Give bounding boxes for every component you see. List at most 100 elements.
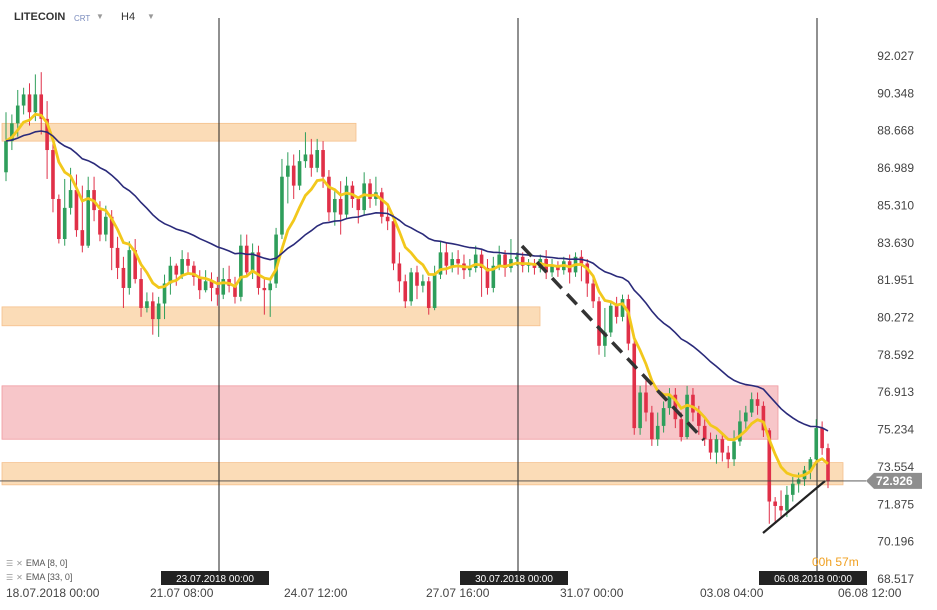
menu-icon[interactable]: ☰ xyxy=(6,573,14,582)
candle[interactable] xyxy=(10,123,14,142)
candle[interactable] xyxy=(192,265,196,277)
candle[interactable] xyxy=(438,252,443,275)
candle[interactable] xyxy=(409,272,413,302)
candle[interactable] xyxy=(233,285,237,297)
candle[interactable] xyxy=(644,392,648,413)
candle[interactable] xyxy=(503,254,507,268)
candle[interactable] xyxy=(250,252,255,273)
candle[interactable] xyxy=(591,283,595,302)
candle[interactable] xyxy=(262,287,267,291)
candle[interactable] xyxy=(327,176,331,213)
candle[interactable] xyxy=(691,394,695,413)
chevron-down-icon[interactable]: ▼ xyxy=(96,12,104,21)
candle[interactable] xyxy=(626,299,631,344)
candle[interactable] xyxy=(162,283,167,304)
candle[interactable] xyxy=(121,267,126,288)
candle[interactable] xyxy=(426,281,431,308)
candle[interactable] xyxy=(379,192,384,217)
support-zone[interactable] xyxy=(1,462,844,486)
candle[interactable] xyxy=(309,154,314,168)
candle[interactable] xyxy=(168,265,173,284)
candle[interactable] xyxy=(203,281,208,291)
candle[interactable] xyxy=(133,250,137,280)
candle[interactable] xyxy=(556,265,560,271)
candle[interactable] xyxy=(468,267,472,271)
candle[interactable] xyxy=(655,425,660,440)
candle[interactable] xyxy=(315,150,319,168)
candle[interactable] xyxy=(21,94,26,106)
candle[interactable] xyxy=(350,185,355,199)
candle[interactable] xyxy=(479,254,484,268)
close-icon[interactable]: ✕ xyxy=(16,559,23,568)
candle[interactable] xyxy=(755,399,760,406)
instrument-type[interactable]: CRT xyxy=(74,14,91,23)
candle[interactable] xyxy=(139,279,143,308)
candle[interactable] xyxy=(608,305,613,333)
candle[interactable] xyxy=(620,299,625,317)
candle[interactable] xyxy=(109,216,114,248)
candle[interactable] xyxy=(368,183,372,199)
candle[interactable] xyxy=(550,265,554,273)
candle[interactable] xyxy=(244,245,249,273)
candle[interactable] xyxy=(239,245,243,297)
candle[interactable] xyxy=(180,259,184,275)
candle[interactable] xyxy=(714,439,719,453)
candle[interactable] xyxy=(456,259,460,264)
candle[interactable] xyxy=(444,252,449,266)
candle[interactable] xyxy=(197,276,202,291)
candle[interactable] xyxy=(291,165,296,186)
candle[interactable] xyxy=(344,185,349,215)
candle[interactable] xyxy=(256,252,261,288)
candle[interactable] xyxy=(726,452,730,460)
candle[interactable] xyxy=(432,274,437,308)
candle[interactable] xyxy=(57,198,61,240)
candle[interactable] xyxy=(679,419,684,438)
candle[interactable] xyxy=(597,301,601,346)
candle[interactable] xyxy=(638,392,642,429)
candle[interactable] xyxy=(632,343,637,429)
candle[interactable] xyxy=(520,256,525,266)
candle[interactable] xyxy=(62,207,67,240)
candle[interactable] xyxy=(145,301,149,308)
candle[interactable] xyxy=(338,198,343,215)
candle[interactable] xyxy=(515,256,519,260)
menu-icon[interactable]: ☰ xyxy=(6,559,14,568)
candle[interactable] xyxy=(473,254,478,268)
candle[interactable] xyxy=(421,281,425,286)
candle[interactable] xyxy=(4,141,8,173)
candle[interactable] xyxy=(702,425,707,440)
resistance-zone[interactable] xyxy=(1,385,779,440)
candle[interactable] xyxy=(485,267,490,288)
timeframe-selector[interactable]: H4 xyxy=(121,11,136,23)
close-icon[interactable]: ✕ xyxy=(16,573,23,582)
candle[interactable] xyxy=(86,190,91,246)
candle[interactable] xyxy=(491,265,496,288)
candle[interactable] xyxy=(356,198,361,211)
candle[interactable] xyxy=(332,198,337,213)
candle[interactable] xyxy=(808,459,813,471)
candle[interactable] xyxy=(796,479,801,484)
candle[interactable] xyxy=(156,303,161,320)
downtrend-dashed-line[interactable] xyxy=(520,244,706,442)
candle[interactable] xyxy=(749,399,754,413)
candle[interactable] xyxy=(826,448,830,482)
candle[interactable] xyxy=(603,332,607,346)
candle[interactable] xyxy=(174,265,179,275)
candle[interactable] xyxy=(685,394,689,438)
candle[interactable] xyxy=(280,176,284,235)
chevron-down-icon[interactable]: ▼ xyxy=(147,12,155,21)
uptrend-line[interactable] xyxy=(762,480,826,534)
candle[interactable] xyxy=(68,190,73,208)
legend-ema-slow[interactable]: ☰ ✕ EMA [33, 0] xyxy=(6,572,73,582)
candle[interactable] xyxy=(391,221,396,264)
candle[interactable] xyxy=(767,430,772,502)
candle[interactable] xyxy=(303,154,308,162)
candle[interactable] xyxy=(286,165,290,177)
candle[interactable] xyxy=(33,94,38,113)
candle[interactable] xyxy=(667,394,672,409)
candle[interactable] xyxy=(150,301,155,320)
candle[interactable] xyxy=(773,501,777,506)
candle[interactable] xyxy=(297,161,302,186)
candle[interactable] xyxy=(708,439,713,453)
